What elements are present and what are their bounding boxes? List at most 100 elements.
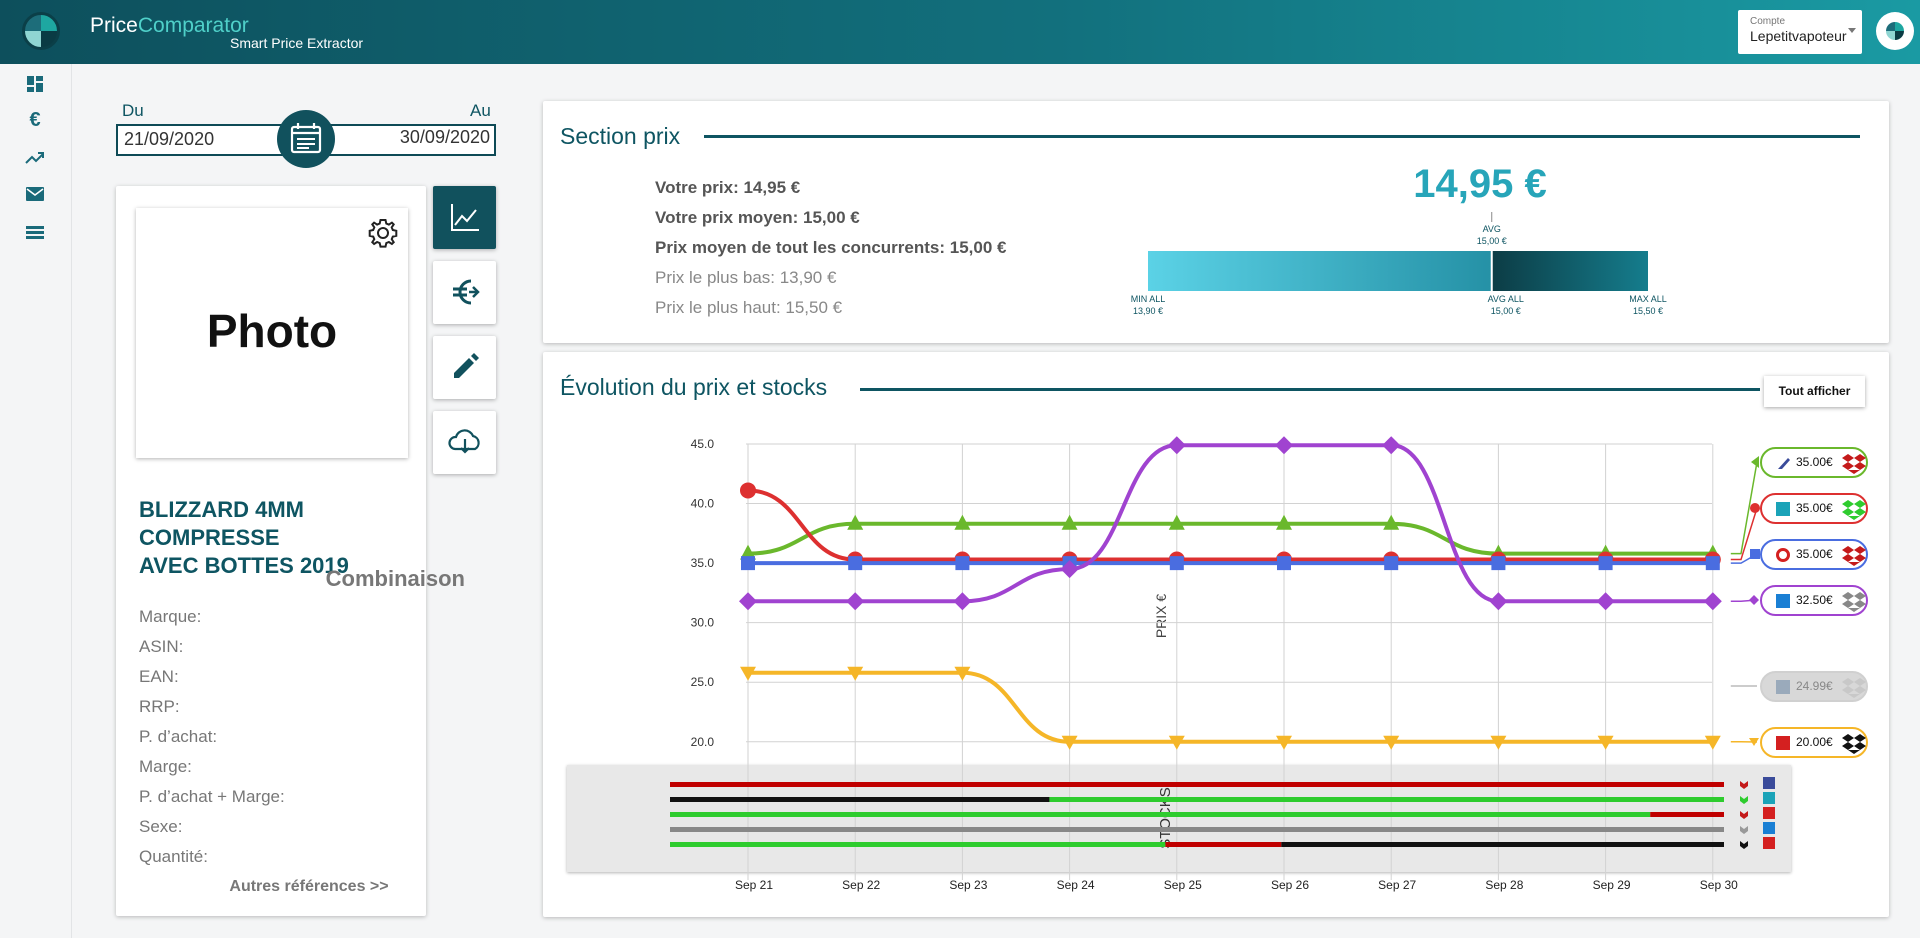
calendar-icon <box>290 123 322 154</box>
x-tick-label: Sep 26 <box>1271 878 1309 892</box>
account-select-value: Lepetitvapoteur <box>1750 28 1847 44</box>
price-section-title: Section prix <box>560 123 681 149</box>
data-point <box>1705 556 1720 571</box>
user-avatar-button[interactable] <box>1876 12 1914 50</box>
data-point <box>1061 735 1078 750</box>
mail-icon[interactable] <box>24 183 46 205</box>
stock-bar-segment <box>1281 842 1724 847</box>
data-point <box>955 556 970 571</box>
competitor-label[interactable]: 35.00€ <box>1760 493 1868 524</box>
data-point <box>847 514 864 530</box>
data-point <box>1060 560 1079 579</box>
label-connector <box>1730 507 1758 561</box>
evolution-title: Évolution du prix et stocks <box>560 374 828 400</box>
stock-bar-segment <box>670 797 1050 802</box>
title-divider <box>704 135 1860 138</box>
gauge-high-segment <box>1491 251 1648 291</box>
data-point <box>1276 735 1292 750</box>
competitor-label[interactable]: 32.50€ <box>1760 585 1868 616</box>
shop-logo-icon <box>1763 792 1775 804</box>
shop-logo-icon <box>1763 837 1775 849</box>
data-point <box>1383 735 1400 750</box>
data-point <box>954 514 971 530</box>
stock-bar-segment <box>1165 842 1282 847</box>
show-all-button[interactable]: Tout afficher <box>1764 376 1865 407</box>
side-nav: € <box>0 64 72 938</box>
competitor-price: 20.00€ <box>1796 735 1833 749</box>
connector-marker <box>1749 595 1759 605</box>
price-lowest: Prix le plus bas: 13,90 € <box>655 268 837 287</box>
list-icon[interactable] <box>24 221 46 243</box>
shop-logo-icon <box>1776 680 1790 694</box>
competitor-price: 35.00€ <box>1796 547 1833 561</box>
attr-marge: Marge: <box>139 757 192 776</box>
shop-logo-icon <box>1776 548 1790 562</box>
date-from-label: Du <box>122 101 144 120</box>
data-point <box>1382 436 1401 455</box>
edit-button[interactable] <box>433 336 496 399</box>
dashboard-icon[interactable] <box>24 73 46 95</box>
title-divider <box>860 388 1760 391</box>
attr-ean: EAN: <box>139 667 179 686</box>
y-tick-label: 25.0 <box>691 675 715 689</box>
data-point <box>1277 556 1291 571</box>
label-connector <box>1730 461 1758 555</box>
attr-marque: Marque: <box>139 607 202 626</box>
data-point <box>1167 436 1186 455</box>
gauge-low-segment <box>1148 251 1492 291</box>
stocks-label: STOCKS <box>1157 787 1174 848</box>
stock-bar-segment <box>670 827 1724 832</box>
data-point <box>1489 592 1508 611</box>
connector-marker <box>1750 503 1760 513</box>
competitor-label[interactable]: 20.00€ <box>1760 727 1868 758</box>
connector-marker <box>1750 549 1760 559</box>
stock-box-icon <box>1842 452 1866 484</box>
app-tagline: Smart Price Extractor <box>230 35 364 51</box>
trending-up-icon[interactable] <box>24 147 46 169</box>
price-highest: Prix le plus haut: 15,50 € <box>655 298 843 317</box>
stock-box-icon <box>1740 811 1748 819</box>
competitor-price: 24.99€ <box>1796 679 1833 693</box>
shop-logo-icon <box>1763 777 1775 789</box>
competitor-price: 35.00€ <box>1796 455 1833 469</box>
euro-icon[interactable]: € <box>29 108 41 131</box>
competitor-label[interactable]: 35.00€ <box>1760 447 1868 478</box>
stock-box-icon <box>1842 544 1866 576</box>
data-point <box>846 592 865 611</box>
data-point <box>740 666 756 681</box>
gauge-max-value: 15,50 € <box>1633 306 1663 316</box>
gauge-max-label: MAX ALL <box>1629 294 1667 304</box>
currency-button[interactable] <box>433 261 496 324</box>
data-point <box>954 666 971 681</box>
series-line <box>747 521 1713 556</box>
connector-marker <box>1749 738 1759 746</box>
data-point <box>740 482 756 499</box>
stock-bar-segment <box>670 812 1651 817</box>
date-to-input[interactable]: 30/09/2020 <box>399 127 490 147</box>
more-references-link[interactable]: Autres références >> <box>229 878 389 895</box>
data-point <box>1597 735 1614 750</box>
calendar-button[interactable] <box>277 110 335 168</box>
shop-logo-icon <box>1763 822 1775 834</box>
data-point <box>739 592 757 611</box>
account-select[interactable]: Compte Lepetitvapoteur <box>1738 10 1862 54</box>
data-point <box>1168 735 1185 750</box>
y-tick-label: 35.0 <box>691 556 715 570</box>
competitor-label[interactable]: 35.00€ <box>1760 539 1868 570</box>
chart-view-button[interactable] <box>433 186 496 249</box>
gauge-avg-all-label: AVG ALL <box>1488 294 1524 304</box>
competitor-label[interactable]: 24.99€ <box>1760 671 1868 702</box>
pencil-icon <box>454 353 479 378</box>
data-point <box>1703 592 1722 611</box>
stock-box-icon <box>1842 676 1866 708</box>
data-point <box>1704 735 1721 750</box>
app-title: PriceComparator <box>90 14 249 37</box>
series-line <box>747 488 1713 562</box>
download-button[interactable] <box>433 411 496 474</box>
product-category: Combinaison <box>325 566 465 591</box>
data-point <box>953 592 972 611</box>
gear-icon[interactable] <box>366 216 400 255</box>
y-axis-label: PRIX € <box>1153 594 1169 639</box>
app-logo[interactable] <box>22 12 60 50</box>
gauge-avg-value: 15,00 € <box>1477 236 1507 246</box>
